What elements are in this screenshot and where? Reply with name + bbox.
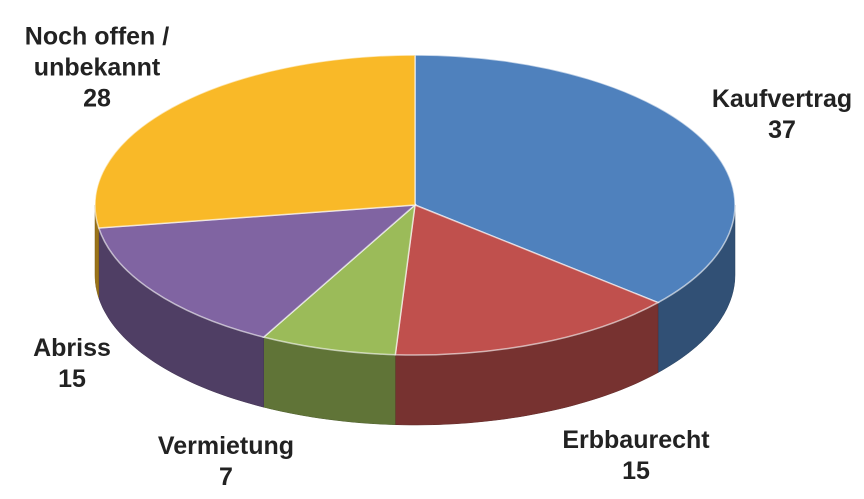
slice [394,203,660,356]
category-name: Noch offen / unbekannt [24,22,170,82]
top-faces [94,54,736,356]
slice-label: Noch offen / unbekannt 28 [7,22,187,115]
side-faces [94,204,736,426]
category-name: Abriss [33,334,111,362]
slice [94,54,416,229]
slice-label: Erbbaurecht 15 [546,425,726,487]
value-label: 15 [58,365,86,393]
value-label: 15 [622,457,650,485]
category-name: Erbbaurecht [562,426,710,454]
slice-label: Vermietung 7 [136,431,316,493]
value-label: 7 [219,463,233,491]
slice-label: Kaufvertrag 37 [692,84,864,146]
slice-label: Abriss 15 [0,333,162,395]
category-name: Vermietung [157,432,295,460]
category-name: Kaufvertrag [711,85,853,113]
value-label: 28 [83,84,111,113]
slice [97,204,418,338]
slice [262,203,417,356]
value-label: 37 [768,116,796,144]
slice [414,54,736,304]
